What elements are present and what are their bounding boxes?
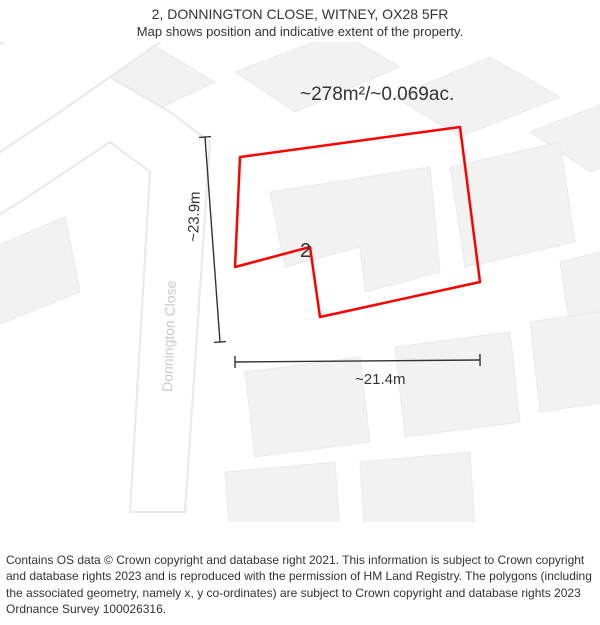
building-shape xyxy=(225,462,340,522)
width-annotation: ~21.4m xyxy=(355,371,405,388)
map-svg: ~278m²/~0.069ac.~23.9m~21.4m2Donnington … xyxy=(0,42,600,522)
height-annotation: ~23.9m xyxy=(185,191,204,242)
map-container: ~278m²/~0.069ac.~23.9m~21.4m2Donnington … xyxy=(0,42,600,522)
building-shape xyxy=(395,332,520,437)
building-shape xyxy=(530,307,600,412)
copyright-footer: Contains OS data © Crown copyright and d… xyxy=(6,552,594,617)
property-number-label: 2 xyxy=(300,240,311,262)
area-annotation: ~278m²/~0.069ac. xyxy=(300,84,454,105)
page-title: 2, DONNINGTON CLOSE, WITNEY, OX28 5FR xyxy=(0,6,600,22)
building-shape xyxy=(245,357,370,457)
page-subtitle: Map shows position and indicative extent… xyxy=(0,24,600,39)
building-shape xyxy=(360,452,475,522)
